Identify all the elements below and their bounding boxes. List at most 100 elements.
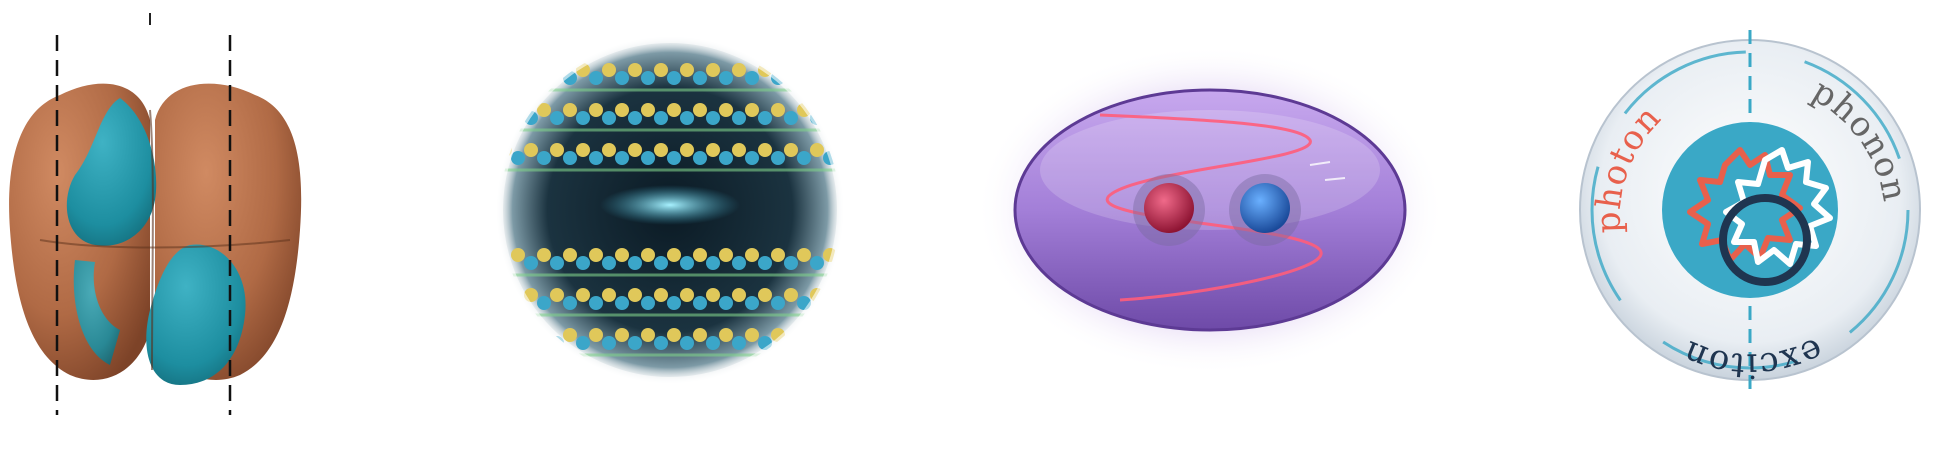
lattice-atom <box>589 151 603 165</box>
lattice-atom <box>810 143 824 157</box>
lattice-atom <box>706 336 720 350</box>
lattice-atom <box>823 71 837 85</box>
lattice-atom <box>836 111 840 125</box>
exciton-ring <box>1719 194 1811 286</box>
lattice-atom <box>836 63 840 77</box>
lattice-atom <box>641 71 655 85</box>
lattice-atom <box>615 296 629 310</box>
lattice-atom <box>550 256 564 270</box>
lattice-atom <box>602 143 616 157</box>
lattice-atom <box>576 336 590 350</box>
lattice-atom <box>706 143 720 157</box>
lattice-atom <box>654 256 668 270</box>
lattice-atom <box>693 151 707 165</box>
lattice-atom <box>849 248 860 262</box>
lattice-atom <box>680 143 694 157</box>
lattice-atom <box>693 248 707 262</box>
lattice-atom <box>810 336 824 350</box>
photon-star <box>1687 147 1803 263</box>
lattice-atom <box>797 71 811 85</box>
lattice-atom <box>784 288 798 302</box>
lattice-atom <box>641 248 655 262</box>
lattice-atom <box>823 328 837 342</box>
lattice-atom <box>589 328 603 342</box>
lattice-atom <box>667 103 681 117</box>
lattice-atom <box>500 288 512 302</box>
lattice-atom <box>615 328 629 342</box>
lattice-atom <box>576 256 590 270</box>
lattice-atom <box>511 248 525 262</box>
lattice-atom <box>563 103 577 117</box>
lattice-atom <box>849 71 860 85</box>
lattice-atom <box>693 103 707 117</box>
lattice-atom <box>758 111 772 125</box>
polariton-badge: photon phonon exciton <box>1560 0 1949 465</box>
lattice-atom <box>563 248 577 262</box>
lattice-atom <box>667 328 681 342</box>
lattice-atom <box>693 296 707 310</box>
lattice-atom <box>667 151 681 165</box>
lattice-atom <box>732 143 746 157</box>
lattice-atom <box>706 63 720 77</box>
lattice-atom <box>693 328 707 342</box>
lattice-atom <box>771 151 785 165</box>
lattice-atom <box>771 248 785 262</box>
orbital-core-upper <box>66 98 157 246</box>
lattice-atom <box>654 111 668 125</box>
lattice-atom <box>719 103 733 117</box>
lattice-atom <box>667 296 681 310</box>
lattice-atom <box>745 248 759 262</box>
lattice-atom <box>680 63 694 77</box>
lattice-atom <box>641 296 655 310</box>
lattice-atom <box>602 256 616 270</box>
lattice-atom <box>680 288 694 302</box>
lattice-atom <box>537 103 551 117</box>
orbital-render <box>0 0 340 465</box>
lattice-atom <box>849 151 860 165</box>
lattice-atom <box>654 288 668 302</box>
lattice-atom <box>628 63 642 77</box>
lattice-atom <box>563 328 577 342</box>
lattice-atom <box>732 111 746 125</box>
lattice-atom <box>576 143 590 157</box>
lattice-atom <box>602 336 616 350</box>
lattice-atom <box>524 143 538 157</box>
lattice-atom <box>550 143 564 157</box>
lattice-atom <box>615 71 629 85</box>
lattice-atom <box>745 151 759 165</box>
lattice-atom <box>719 71 733 85</box>
exciton-glow <box>600 185 740 225</box>
lattice-atom <box>511 328 525 342</box>
lattice-atom <box>745 103 759 117</box>
lattice-atom <box>602 63 616 77</box>
lattice-atom <box>732 288 746 302</box>
lattice-atom <box>745 328 759 342</box>
lattice-atom <box>732 336 746 350</box>
lattice-atom <box>810 63 824 77</box>
lattice-atom <box>589 103 603 117</box>
lattice-atom <box>615 103 629 117</box>
lattice-atom <box>719 328 733 342</box>
lattice-atom <box>628 111 642 125</box>
lattice-atom <box>654 143 668 157</box>
lattice-atom <box>706 288 720 302</box>
lattice-atom <box>667 248 681 262</box>
electron-particle <box>1144 183 1194 233</box>
lattice-atom <box>758 256 772 270</box>
lattice-atom <box>797 151 811 165</box>
lattice-atom <box>849 296 860 310</box>
lattice-atom <box>576 288 590 302</box>
lattice-atom <box>771 296 785 310</box>
lattice-atom <box>667 71 681 85</box>
lattice-atom <box>758 143 772 157</box>
lattice-atom <box>537 296 551 310</box>
lattice-atom <box>719 248 733 262</box>
lattice-atom <box>628 143 642 157</box>
lattice-atom <box>797 248 811 262</box>
lattice-atom <box>732 63 746 77</box>
lattice-atom <box>628 336 642 350</box>
lattice-atom <box>680 336 694 350</box>
lattice-atom <box>602 111 616 125</box>
lattice-atom <box>511 151 525 165</box>
lattice-atom <box>628 288 642 302</box>
